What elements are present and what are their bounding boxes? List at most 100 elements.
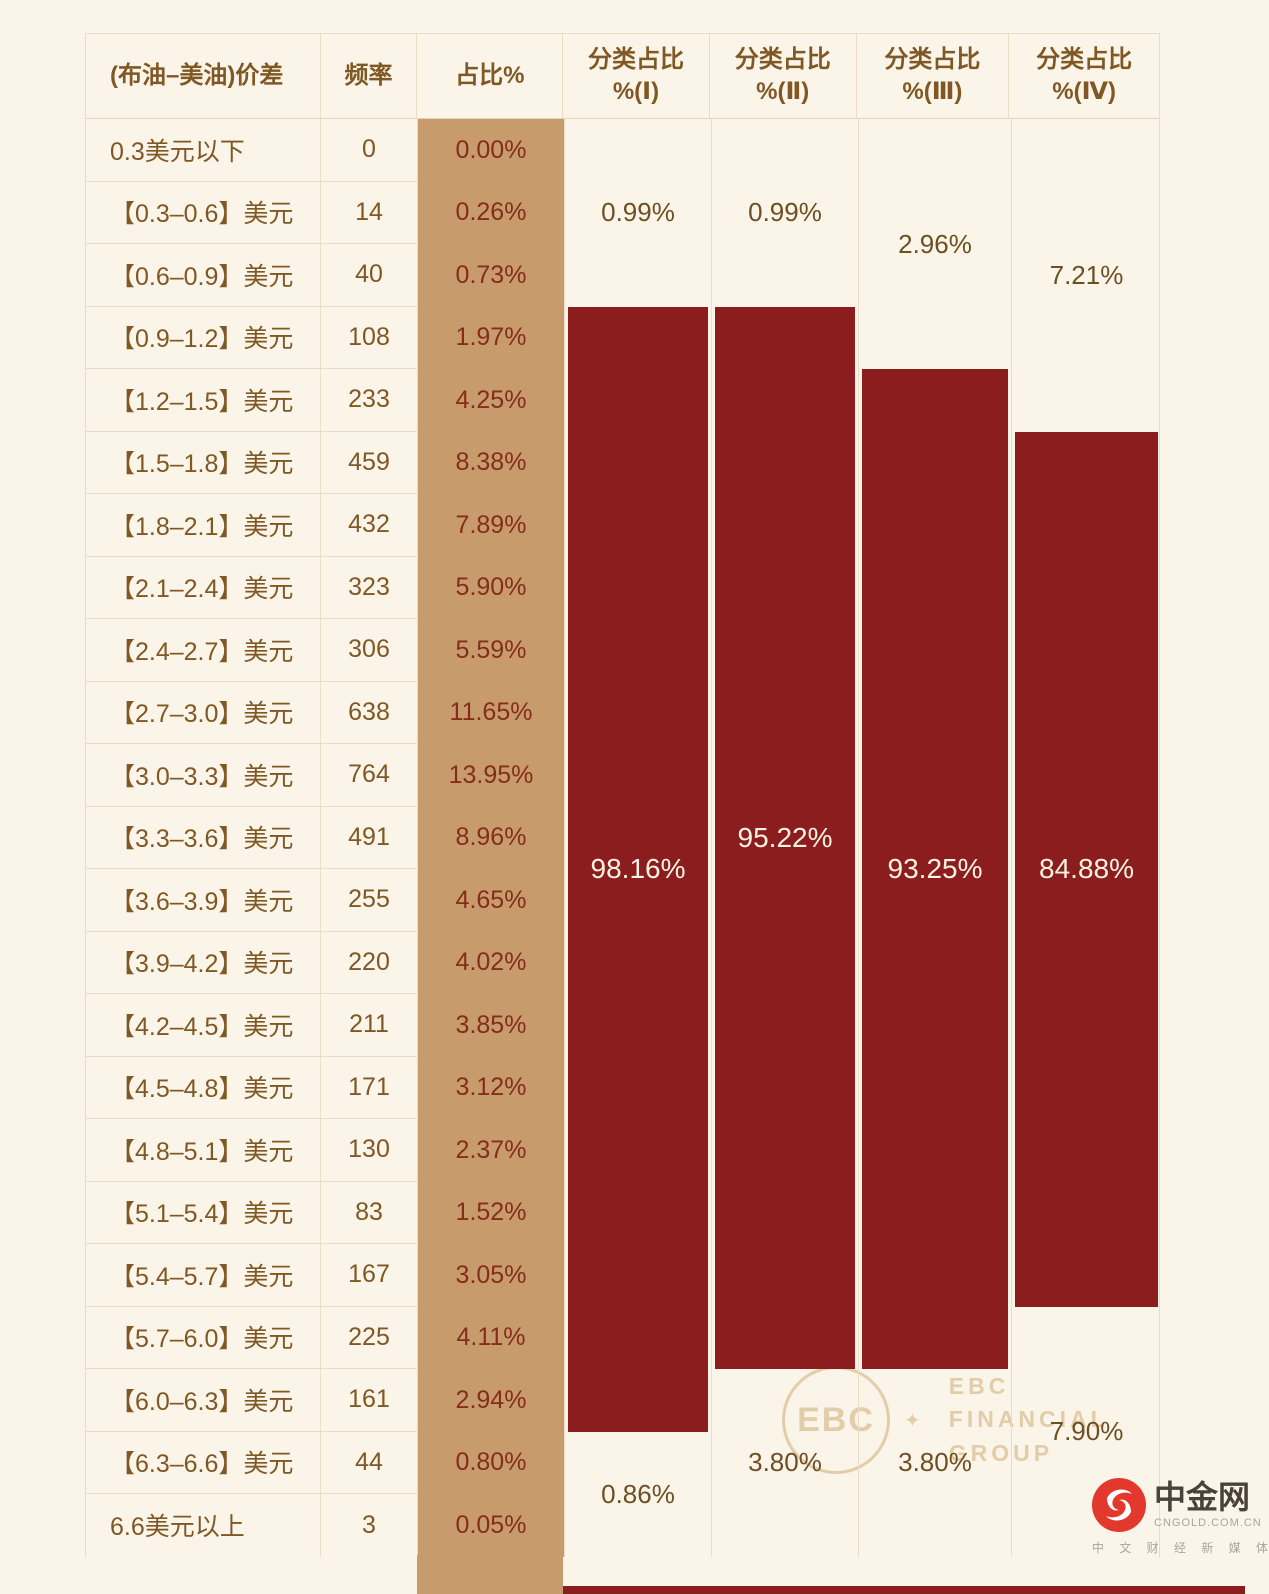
spread-range-cell: 【0.6–0.9】美元 — [86, 244, 321, 307]
share-cell: 0.80% — [418, 1431, 564, 1494]
share-cell: 3.85% — [418, 994, 564, 1057]
frequency-cell: 306 — [321, 619, 418, 682]
spread-range-cell: 【4.5–4.8】美元 — [86, 1056, 321, 1119]
share-cell: 3.05% — [418, 1244, 564, 1307]
frequency-cell: 225 — [321, 1306, 418, 1369]
table-row: 【0.3–0.6】美元 14 0.26% — [86, 181, 1159, 244]
ebc-monogram: EBC — [797, 1400, 875, 1439]
frequency-cell: 14 — [321, 181, 418, 244]
share-column-extension — [417, 1555, 563, 1594]
table-row: 【5.1–5.4】美元 83 1.52% — [86, 1181, 1159, 1244]
class2-bar-label: 95.22% — [737, 821, 833, 853]
col-header-class4: 分类占比 %(Ⅳ) — [1036, 46, 1133, 105]
spread-range-cell: 【4.2–4.5】美元 — [86, 994, 321, 1057]
ebc-wordmark-line2: FINANCIAL — [948, 1406, 1109, 1433]
share-cell: 1.97% — [418, 306, 564, 369]
table-row: 【4.2–4.5】美元 211 3.85% — [86, 994, 1159, 1057]
class3-highlight-bar: 93.25% — [862, 369, 1008, 1369]
spread-range-cell: 6.6美元以上 — [86, 1494, 321, 1557]
col-header-share: 占比% — [417, 34, 564, 118]
spread-range-cell: 【5.1–5.4】美元 — [86, 1181, 321, 1244]
frequency-cell: 130 — [321, 1119, 418, 1182]
table-row: 【6.3–6.6】美元 44 0.80% — [86, 1431, 1159, 1494]
table-row: 【4.8–5.1】美元 130 2.37% — [86, 1119, 1159, 1182]
frequency-cell: 764 — [321, 744, 418, 807]
class1-bottom-label: 0.86% — [601, 1478, 675, 1509]
class4-bottom-label: 7.90% — [1049, 1416, 1124, 1446]
col-header-class1: 分类占比 %(Ⅰ) — [563, 34, 710, 118]
frequency-cell: 638 — [321, 681, 418, 744]
class3-bottom-label: 3.80% — [898, 1447, 972, 1478]
col-header-class3: 分类占比 %(Ⅲ) — [857, 34, 1010, 118]
frequency-cell: 161 — [321, 1369, 418, 1432]
table-row: 【3.6–3.9】美元 255 4.65% — [86, 869, 1159, 932]
share-cell: 0.05% — [418, 1494, 564, 1557]
table-row: 【1.5–1.8】美元 459 8.38% — [86, 431, 1159, 494]
class2-highlight-bar: 95.22% — [715, 306, 855, 1369]
spread-range-cell: 【3.3–3.6】美元 — [86, 806, 321, 869]
ebc-wordmark-line3: GROUP — [948, 1439, 1054, 1466]
frequency-cell: 220 — [321, 931, 418, 994]
frequency-cell: 255 — [321, 869, 418, 932]
table-row: 【3.3–3.6】美元 491 8.96% — [86, 806, 1159, 869]
table-row: 【2.1–2.4】美元 323 5.90% — [86, 556, 1159, 619]
frequency-cell: 83 — [321, 1181, 418, 1244]
class2-bottom-label: 3.80% — [748, 1447, 822, 1478]
class3-bar-label: 93.25% — [887, 853, 983, 884]
cngold-tagline: 中 文 财 经 新 媒 体 — [1092, 1541, 1269, 1555]
ebc-logo-icon: EBC — [782, 1366, 890, 1474]
class1-bar-label: 98.16% — [590, 853, 686, 884]
table-row: 【5.7–6.0】美元 225 4.11% — [86, 1306, 1159, 1369]
cngold-watermark: 中金网 CNGOLD.COM.CN 中 文 财 经 新 媒 体 — [1092, 1478, 1269, 1556]
share-cell: 2.37% — [418, 1119, 564, 1182]
spread-range-cell: 【0.3–0.6】美元 — [86, 181, 321, 244]
spread-frequency-table: (布油–美油)价差 频率 占比% 分类占比 %(Ⅰ) 分类占比 %(Ⅱ) 分类占… — [85, 33, 1160, 1557]
frequency-cell: 108 — [321, 306, 418, 369]
col-header-frequency: 频率 — [321, 34, 418, 118]
spread-range-cell: 【5.4–5.7】美元 — [86, 1244, 321, 1307]
table-row: 【1.8–2.1】美元 432 7.89% — [86, 494, 1159, 557]
cngold-logo-icon — [1092, 1478, 1146, 1532]
spread-range-cell: 【0.9–1.2】美元 — [86, 306, 321, 369]
table-row: 【4.5–4.8】美元 171 3.12% — [86, 1056, 1159, 1119]
classification-column-4: 7.21% 84.88% 7.90% — [1011, 119, 1161, 1557]
frequency-cell: 3 — [321, 1494, 418, 1557]
cngold-domain: CNGOLD.COM.CN — [1154, 1517, 1262, 1530]
table-row: 【2.7–3.0】美元 638 11.65% — [86, 681, 1159, 744]
spread-range-cell: 【2.7–3.0】美元 — [86, 681, 321, 744]
table-row: 【2.4–2.7】美元 306 5.59% — [86, 619, 1159, 682]
share-cell: 3.12% — [418, 1056, 564, 1119]
class2-top-label: 0.99% — [748, 197, 822, 228]
spread-range-cell: 【2.1–2.4】美元 — [86, 556, 321, 619]
spread-range-cell: 【2.4–2.7】美元 — [86, 619, 321, 682]
cngold-brand: 中金网 — [1154, 1478, 1251, 1515]
class4-highlight-bar: 84.88% — [1015, 431, 1158, 1307]
share-cell: 4.11% — [418, 1306, 564, 1369]
spread-range-cell: 【4.8–5.1】美元 — [86, 1119, 321, 1182]
ebc-wordmark: EBC FINANCIAL GROUP — [949, 1370, 1109, 1470]
share-cell: 4.02% — [418, 931, 564, 994]
table-row: 【0.6–0.9】美元 40 0.73% — [86, 244, 1159, 307]
ebc-star-icon: ✦ — [904, 1409, 921, 1432]
spread-range-cell: 【1.5–1.8】美元 — [86, 431, 321, 494]
table-row: 【3.0–3.3】美元 764 13.95% — [86, 744, 1159, 807]
share-cell: 0.26% — [418, 181, 564, 244]
frequency-cell: 459 — [321, 431, 418, 494]
classification-column-2: 0.99% 95.22% 3.80% — [711, 119, 858, 1557]
table-row: 6.6美元以上 3 0.05% — [86, 1494, 1159, 1557]
ebc-wordmark-line1: EBC — [948, 1372, 1010, 1399]
spread-range-cell: 【6.3–6.6】美元 — [86, 1431, 321, 1494]
classification-column-1: 0.99% 98.16% 0.86% — [564, 119, 711, 1557]
share-cell: 4.25% — [418, 369, 564, 432]
spread-range-cell: 【3.6–3.9】美元 — [86, 869, 321, 932]
spread-range-cell: 【3.9–4.2】美元 — [86, 931, 321, 994]
frequency-cell: 323 — [321, 556, 418, 619]
class3-top-label: 2.96% — [898, 228, 972, 259]
table-row: 【5.4–5.7】美元 167 3.05% — [86, 1244, 1159, 1307]
share-cell: 11.65% — [418, 681, 564, 744]
share-cell: 8.96% — [418, 806, 564, 869]
frequency-cell: 432 — [321, 494, 418, 557]
share-cell: 0.73% — [418, 244, 564, 307]
frequency-cell: 0 — [321, 119, 418, 182]
